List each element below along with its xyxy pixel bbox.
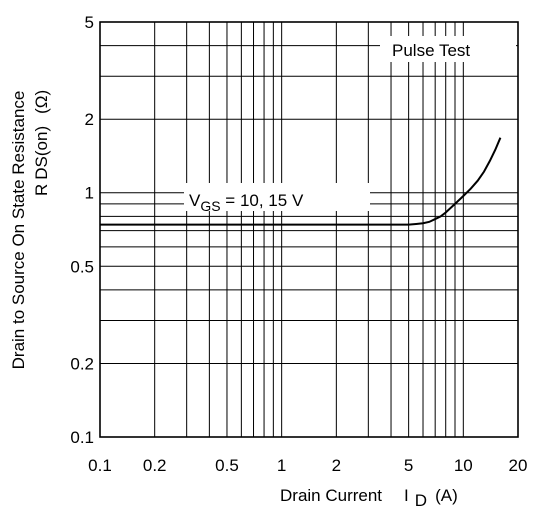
- x-tick-label: 10: [454, 456, 473, 475]
- y-axis-label-line2: RDS(on)(Ω): [32, 90, 51, 196]
- pulse-test-box: [380, 36, 516, 62]
- plot-frame: [99, 21, 519, 438]
- axis-labels: Drain Current I D (A) Drain to Source On Sta…: [9, 90, 458, 510]
- y-tick-label: 0.1: [70, 428, 94, 447]
- resistance-curve: [100, 137, 502, 226]
- x-tick-label: 0.1: [88, 456, 112, 475]
- y-axis-label-line1: Drain to Source On State Resistance: [9, 91, 28, 370]
- x-tick-label: 5: [404, 456, 413, 475]
- x-tick-label: 2: [332, 456, 341, 475]
- vgs-box: [184, 183, 370, 211]
- x-tick-label: 20: [509, 456, 528, 475]
- y-tick-label: 1: [85, 184, 94, 203]
- y-tick-label: 0.5: [70, 257, 94, 276]
- tick-labels: 0.1 0.2 0.5 1 2 5 10 20 0.1 0.2 0.5 1 2 5: [70, 13, 527, 475]
- y-tick-label: 5: [85, 13, 94, 32]
- y-tick-label: 2: [85, 110, 94, 129]
- series: [100, 137, 502, 226]
- x-tick-label: 1: [277, 456, 286, 475]
- vgs-label: VGS = 10, 15 V: [189, 191, 304, 214]
- x-tick-label: 0.2: [143, 456, 167, 475]
- annotations: Pulse Test VGS = 10, 15 V: [184, 36, 516, 214]
- x-axis-label: Drain Current I D (A): [280, 486, 458, 510]
- x-tick-label: 0.5: [215, 456, 239, 475]
- grid: [99, 21, 519, 438]
- y-tick-label: 0.2: [70, 354, 94, 373]
- pulse-test-label: Pulse Test: [392, 41, 470, 60]
